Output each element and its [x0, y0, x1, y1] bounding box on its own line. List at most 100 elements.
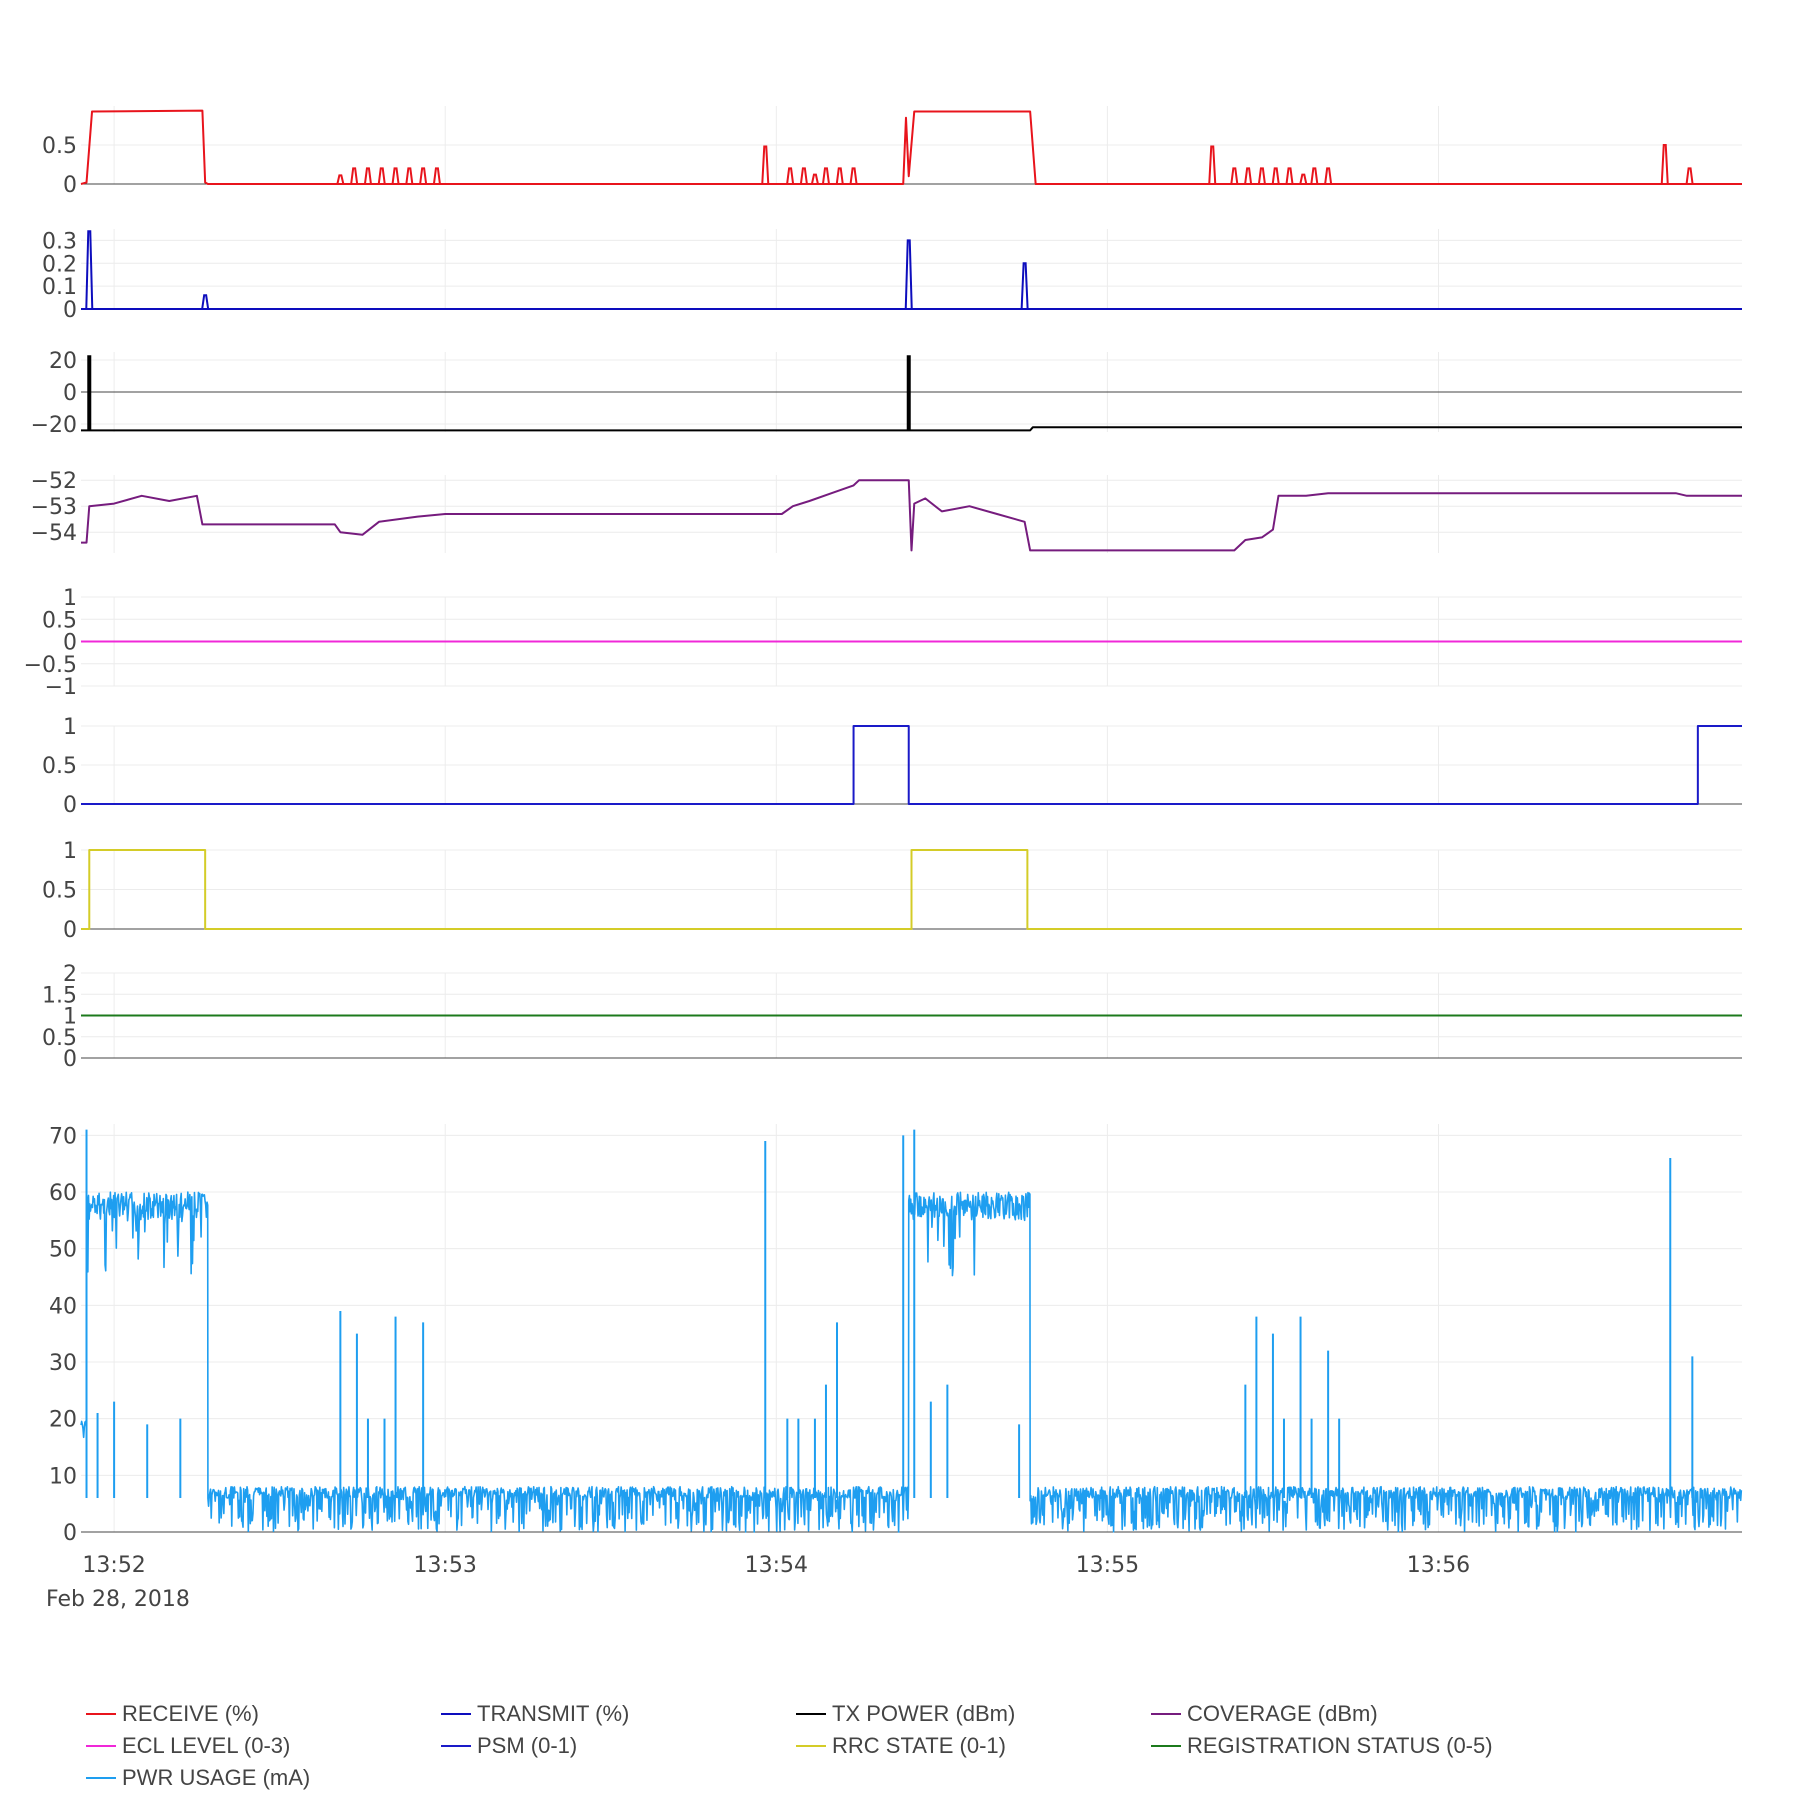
series-spike [201, 294, 210, 310]
legend-swatch-rrc-state [796, 1745, 826, 1747]
legend-swatch-tx-power [796, 1713, 826, 1715]
y-tick-label: 0.3 [42, 229, 77, 254]
series-spike [821, 167, 830, 185]
legend-item-pwr-usage[interactable]: PWR USAGE (mA) [86, 1765, 311, 1790]
series-spike [1285, 167, 1294, 185]
y-tick-label: 1 [63, 839, 77, 864]
legend-label-receive: RECEIVE (%) [122, 1701, 259, 1726]
series-spike [849, 167, 858, 185]
x-tick-label: 13:52 [82, 1553, 145, 1578]
subplot-6: 00.51 [42, 715, 1742, 818]
x-tick-label: 13:56 [1407, 1553, 1470, 1578]
series-spike [1020, 262, 1029, 310]
subplot-4: −54−53−52 [31, 469, 1742, 553]
legend-swatch-psm [441, 1745, 471, 1747]
y-tick-label: 40 [49, 1294, 77, 1319]
legend-swatch-coverage [1151, 1713, 1181, 1715]
series-spike [432, 167, 441, 185]
y-tick-label: 70 [49, 1124, 77, 1149]
series-spike [350, 167, 359, 185]
y-tick-label: 0.5 [42, 754, 77, 779]
y-tick-label: −1 [45, 675, 77, 700]
y-tick-label: −52 [31, 469, 77, 494]
series-spike [85, 230, 94, 310]
x-tick-label: 13:53 [414, 1553, 477, 1578]
legend-item-rrc-state[interactable]: RRC STATE (0-1) [796, 1733, 1006, 1758]
series-spike [391, 167, 400, 185]
legend-item-transmit[interactable]: TRANSMIT (%) [441, 1701, 630, 1726]
subplot-7: 00.51 [42, 839, 1742, 943]
y-tick-label: 20 [49, 349, 77, 374]
legend-label-ecl-level: ECL LEVEL (0-3) [122, 1733, 291, 1758]
y-tick-label: 30 [49, 1351, 77, 1376]
y-tick-label: 0.5 [42, 879, 77, 904]
y-tick-label: 1 [63, 715, 77, 740]
y-tick-label: 0.2 [42, 252, 77, 277]
series-spike [1230, 167, 1239, 185]
legend-label-coverage: COVERAGE (dBm) [1187, 1701, 1378, 1726]
y-tick-label: 0 [63, 631, 77, 656]
legend-label-tx-power: TX POWER (dBm) [832, 1701, 1016, 1726]
legend-item-psm[interactable]: PSM (0-1) [441, 1733, 578, 1758]
legend-label-registration-status: REGISTRATION STATUS (0-5) [1187, 1733, 1493, 1758]
series-spike [1208, 145, 1217, 185]
legend-label-psm: PSM (0-1) [477, 1733, 578, 1758]
legend-item-coverage[interactable]: COVERAGE (dBm) [1151, 1701, 1378, 1726]
subplot-1: 00.5 [42, 106, 1742, 198]
legend-swatch-transmit [441, 1713, 471, 1715]
y-tick-label: 0 [63, 173, 77, 198]
y-tick-label: 60 [49, 1181, 77, 1206]
series-spike [1310, 167, 1319, 185]
subplot-9: 0 10 20 30 40 50 60 70 [49, 1124, 1743, 1546]
series-spike [761, 145, 770, 185]
y-tick-label: 0 [63, 298, 77, 323]
series-spike [1271, 167, 1280, 185]
series-spike [336, 174, 345, 185]
legend-swatch-registration-status [1151, 1745, 1181, 1747]
series-spike [904, 239, 913, 310]
series-line [81, 725, 1742, 805]
subplot-3: −20 0 20 [31, 349, 1742, 438]
y-tick-label: 0 [63, 381, 77, 406]
legend-item-ecl-level[interactable]: ECL LEVEL (0-3) [86, 1733, 291, 1758]
x-tick-label: 13:55 [1076, 1553, 1139, 1578]
y-tick-label: −54 [31, 521, 77, 546]
series-line [81, 479, 1742, 552]
series-line [81, 849, 1742, 930]
subplot-8: 00.511.52 [42, 962, 1742, 1072]
series-spike [1299, 173, 1308, 185]
y-tick-label: −20 [31, 413, 77, 438]
x-axis-date-label: Feb 28, 2018 [46, 1587, 190, 1612]
series-line [80, 109, 1742, 185]
y-tick-label: −0.5 [24, 653, 77, 678]
y-tick-label: 50 [49, 1238, 77, 1263]
x-axis: 13:52 13:53 13:54 13:55 13:56 Feb 28, 2018 [46, 1553, 1470, 1612]
series-spike [835, 167, 844, 185]
y-tick-label: −53 [31, 495, 77, 520]
series-spike [810, 173, 819, 185]
series-spike [1324, 167, 1333, 185]
legend-label-pwr-usage: PWR USAGE (mA) [122, 1765, 311, 1790]
y-tick-label: 10 [49, 1464, 77, 1489]
series-spike [786, 167, 795, 185]
y-tick-label: 2 [63, 962, 77, 987]
y-tick-label: 0 [63, 1521, 77, 1546]
series-spike [1660, 144, 1669, 185]
legend-swatch-pwr-usage [86, 1777, 116, 1779]
legend-item-tx-power[interactable]: TX POWER (dBm) [796, 1701, 1016, 1726]
y-tick-label: 0 [63, 1047, 77, 1072]
y-tick-label: 0.5 [42, 608, 77, 633]
y-tick-label: 0 [63, 793, 77, 818]
legend-swatch-receive [86, 1713, 116, 1715]
y-tick-label: 0.5 [42, 1026, 77, 1051]
legend-item-registration-status[interactable]: REGISTRATION STATUS (0-5) [1151, 1733, 1493, 1758]
legend-label-transmit: TRANSMIT (%) [477, 1701, 630, 1726]
y-tick-label: 20 [49, 1408, 77, 1433]
series-spike [419, 167, 428, 185]
legend-item-receive[interactable]: RECEIVE (%) [86, 1701, 259, 1726]
series-spike [799, 167, 808, 185]
subplot-5: −1−0.500.51 [24, 586, 1742, 700]
series-spike [363, 167, 372, 185]
y-tick-label: 1 [63, 1005, 77, 1030]
